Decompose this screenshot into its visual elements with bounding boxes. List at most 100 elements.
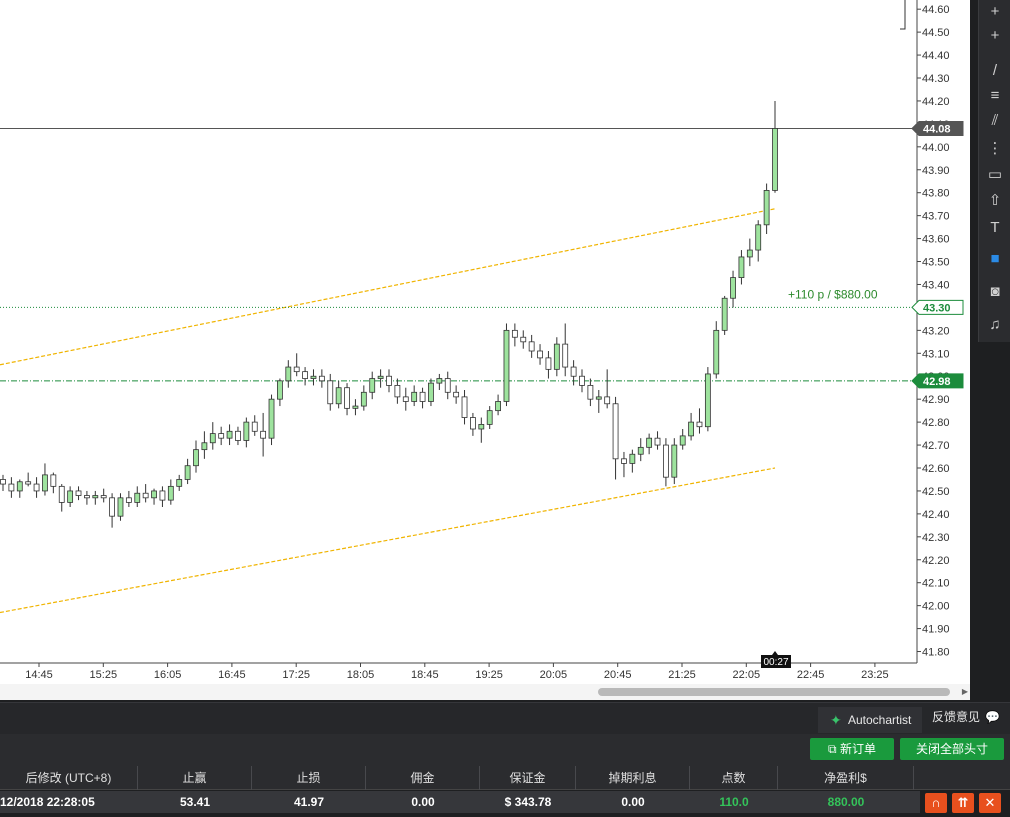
header-modified[interactable]: 后修改 (UTC+8) (0, 766, 138, 790)
candle (537, 344, 543, 365)
candle-body (50, 474, 57, 487)
candle (50, 472, 57, 494)
candle (763, 183, 770, 234)
candle (386, 369, 392, 393)
candle (394, 378, 401, 404)
cell-modified: 12/2018 22:28:05 (0, 795, 95, 809)
price-tick-label: 44.30 (922, 73, 950, 85)
candle-body (84, 495, 90, 499)
candle-body (713, 329, 720, 375)
candle (402, 387, 409, 411)
candle-body (637, 446, 644, 455)
header-points[interactable]: 点数 (690, 766, 778, 790)
text-tool-icon[interactable]: T (990, 219, 1000, 236)
candle-body (394, 385, 401, 398)
new-order-button[interactable]: ⧉ 新订单 (810, 738, 894, 760)
candle-body (411, 391, 418, 402)
candle-body (621, 458, 627, 464)
scroll-right-arrow-icon[interactable]: ▶ (961, 687, 969, 696)
table-row[interactable]: 12/2018 22:28:05 53.41 41.97 0.00 $ 343.… (0, 791, 920, 813)
candle (302, 367, 308, 386)
trend-line-icon[interactable]: / (992, 62, 998, 79)
countdown-pointer (772, 651, 778, 655)
candle-body (730, 277, 736, 299)
candle-body (235, 430, 241, 441)
chart-area[interactable]: 44.6044.5044.4044.3044.2044.1044.0043.90… (0, 0, 970, 700)
candle-body (495, 401, 501, 412)
cell-take-profit: 53.41 (179, 795, 211, 809)
candle (260, 412, 267, 457)
time-tick-label: 21:25 (668, 669, 696, 681)
candle (226, 424, 233, 446)
candle (285, 360, 292, 388)
candle-body (629, 453, 636, 464)
candle (696, 408, 703, 434)
header-margin[interactable]: 保证金 (480, 766, 576, 790)
candle (436, 373, 443, 390)
fibonacci-icon[interactable]: ⋮ (987, 140, 1003, 157)
price-tick-label: 43.50 (922, 257, 950, 269)
candle (772, 100, 778, 193)
candle-body (125, 497, 132, 503)
arrow-up-icon[interactable]: ⇧ (988, 192, 1002, 209)
price-tick-label: 43.80 (922, 188, 950, 200)
header-stop-loss[interactable]: 止损 (252, 766, 366, 790)
candle (42, 463, 48, 496)
close-all-positions-button[interactable]: 关闭全部头寸 (900, 738, 1004, 760)
candle-body (109, 497, 115, 517)
candle (159, 486, 166, 507)
candle-body (285, 366, 292, 382)
candle-body (184, 465, 191, 480)
candle (310, 369, 317, 386)
candle-body (604, 396, 611, 405)
color-picker-icon[interactable]: ■ (990, 250, 1000, 267)
feedback-label: 反馈意见 (932, 710, 981, 724)
candle (545, 351, 552, 379)
candle (738, 250, 745, 285)
candle (327, 373, 334, 411)
candle (344, 383, 350, 416)
candle (243, 417, 250, 448)
cell-commission: 0.00 (411, 795, 435, 809)
alert-bell-icon[interactable]: ♫ (989, 316, 1001, 333)
price-tick-label: 42.30 (922, 532, 950, 544)
crosshair-icon[interactable]: + (990, 3, 1000, 20)
candle (654, 431, 661, 450)
header-swap[interactable]: 掉期利息 (576, 766, 690, 790)
header-take-profit[interactable]: 止赢 (138, 766, 252, 790)
time-tick-label: 17:25 (282, 669, 310, 681)
price-tick-label: 42.90 (922, 394, 950, 406)
candle-body (470, 417, 476, 430)
candle-body (704, 373, 711, 428)
rectangle-icon[interactable]: ▭ (987, 166, 1003, 183)
header-net-profit[interactable]: 净盈利$ (778, 766, 914, 790)
camera-icon[interactable]: ◙ (990, 283, 1000, 300)
time-tick-label: 16:05 (154, 669, 182, 681)
channel-tool-icon[interactable]: ≡ (990, 87, 1000, 104)
candle-body (428, 382, 434, 402)
candle (193, 440, 199, 473)
candle (335, 380, 342, 409)
candle-body (92, 495, 99, 499)
chart-scrollbar-thumb[interactable] (598, 688, 950, 696)
feedback-button[interactable]: 反馈意见 💬 (926, 705, 1010, 729)
candle-body (663, 444, 669, 478)
reverse-position-button[interactable]: ∩ (925, 793, 947, 813)
cell-stop-loss: 41.97 (293, 795, 325, 809)
price-chart[interactable]: 44.6044.5044.4044.3044.2044.1044.0043.90… (0, 0, 970, 684)
autochartist-tab[interactable]: ✦ Autochartist (818, 707, 922, 733)
candle (117, 493, 124, 521)
cell-points: 110.0 (719, 795, 749, 809)
candle-body (327, 380, 334, 405)
cursor-tool-icon[interactable]: + (990, 27, 1000, 44)
pitchfork-icon[interactable]: ⫽ (991, 112, 999, 129)
candle (184, 458, 191, 485)
candle-body (755, 224, 762, 251)
close-position-button[interactable]: ✕ (979, 793, 1001, 813)
candle (470, 412, 476, 436)
double-position-button[interactable]: ⇈ (952, 793, 974, 813)
header-commission[interactable]: 佣金 (366, 766, 480, 790)
candle (428, 378, 434, 407)
channel-lower-line (0, 467, 776, 614)
level-price-label: 42.98 (923, 376, 951, 388)
